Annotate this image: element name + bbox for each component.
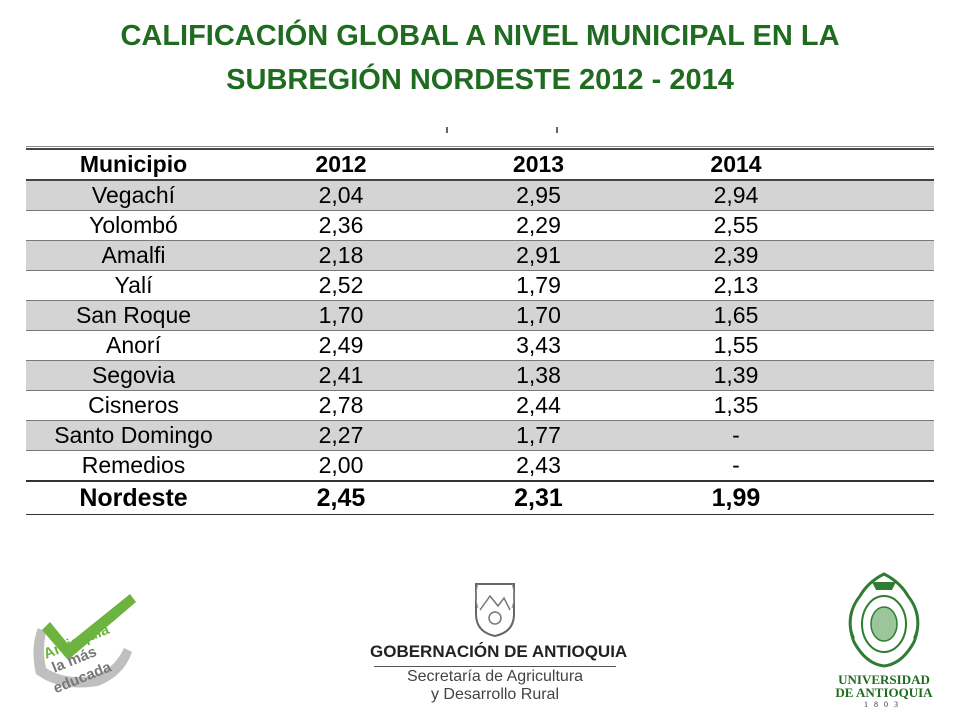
title-line-2: SUBREGIÓN NORDESTE 2012 - 2014 [226,64,734,96]
header-2012: 2012 [241,148,441,181]
municipio-cell: Anorí [26,330,241,361]
empty-cell [836,390,934,421]
table-top-rule [26,146,934,147]
gobernacion-name: GOBERNACIÓN DE ANTIOQUIA [370,642,628,661]
value-2012-cell: 2,45 [241,480,441,515]
secretaria-line-2: y Desarrollo Rural [430,686,560,703]
value-2013-cell: 2,95 [441,179,636,211]
antioquia-la-mas-educada-logo: Antioquia la más educada [20,588,150,698]
value-2014-cell: 1,55 [636,330,836,361]
cropped-mark [446,127,448,133]
coat-of-arms-icon [475,583,515,638]
value-2012-cell: 2,52 [241,270,441,301]
value-2014-cell: 1,39 [636,360,836,391]
gobernacion-divider [374,666,616,667]
table-row: Yalí 2,52 1,79 2,13 [26,270,934,301]
value-2012-cell: 2,36 [241,210,441,241]
header-municipio: Municipio [26,148,241,181]
municipio-cell: Yalí [26,270,241,301]
header-2013: 2013 [441,148,636,181]
value-2012-cell: 2,00 [241,450,441,481]
table-row: Yolombó 2,36 2,29 2,55 [26,210,934,241]
value-2014-cell: 2,39 [636,240,836,271]
municipio-cell: Segovia [26,360,241,391]
municipio-cell: Vegachí [26,179,241,211]
value-2013-cell: 1,70 [441,300,636,331]
value-2014-cell: 1,65 [636,300,836,331]
value-2013-cell: 1,77 [441,420,636,451]
university-founding-year: 1803 [864,700,904,709]
table-row: Amalfi 2,18 2,91 2,39 [26,240,934,271]
university-seal-icon [848,572,920,668]
secretaria-line-1: Secretaría de Agricultura [406,668,584,685]
value-2012-cell: 2,04 [241,179,441,211]
municipio-cell: Remedios [26,450,241,481]
value-2013-cell: 3,43 [441,330,636,361]
title-line-1: CALIFICACIÓN GLOBAL A NIVEL MUNICIPAL EN… [120,20,840,52]
table-row: San Roque 1,70 1,70 1,65 [26,300,934,331]
municipio-cell: Yolombó [26,210,241,241]
value-2014-cell: 1,99 [636,480,836,515]
municipio-cell: Santo Domingo [26,420,241,451]
empty-cell [836,360,934,391]
header-2014: 2014 [636,148,836,181]
slide-title: CALIFICACIÓN GLOBAL A NIVEL MUNICIPAL EN… [0,14,960,102]
table-total-row: Nordeste 2,45 2,31 1,99 [26,480,934,515]
value-2013-cell: 2,91 [441,240,636,271]
empty-cell [836,420,934,451]
value-2013-cell: 2,43 [441,450,636,481]
table-row: Anorí 2,49 3,43 1,55 [26,330,934,361]
empty-cell [836,210,934,241]
value-2012-cell: 2,18 [241,240,441,271]
table-row: Cisneros 2,78 2,44 1,35 [26,390,934,421]
empty-cell [836,480,934,515]
municipio-cell: San Roque [26,300,241,331]
table-row: Vegachí 2,04 2,95 2,94 [26,179,934,211]
cropped-mark [556,127,558,133]
empty-cell [836,330,934,361]
empty-cell [836,179,934,211]
table-header-row: Municipio 2012 2013 2014 [26,148,934,181]
municipio-cell: Amalfi [26,240,241,271]
universidad-antioquia-logo: UNIVERSIDAD DE ANTIOQUIA 1803 [828,572,940,712]
value-2014-cell: 2,55 [636,210,836,241]
value-2012-cell: 1,70 [241,300,441,331]
value-2013-cell: 2,31 [441,480,636,515]
value-2013-cell: 2,44 [441,390,636,421]
value-2012-cell: 2,49 [241,330,441,361]
ratings-table: Municipio 2012 2013 2014 Vegachí 2,04 2,95… [26,148,934,515]
check-badge-icon: Antioquia la más educada [33,594,136,697]
value-2012-cell: 2,41 [241,360,441,391]
empty-cell [836,270,934,301]
empty-cell [836,300,934,331]
header-empty [836,148,934,181]
value-2013-cell: 2,29 [441,210,636,241]
value-2014-cell: - [636,420,836,451]
table-row: Santo Domingo 2,27 1,77- [26,420,934,451]
value-2013-cell: 1,79 [441,270,636,301]
value-2014-cell: - [636,450,836,481]
value-2013-cell: 1,38 [441,360,636,391]
empty-cell [836,450,934,481]
value-2012-cell: 2,78 [241,390,441,421]
value-2014-cell: 1,35 [636,390,836,421]
value-2012-cell: 2,27 [241,420,441,451]
table-row: Segovia 2,41 1,38 1,39 [26,360,934,391]
table-row: Remedios 2,00 2,43- [26,450,934,481]
municipio-cell: Cisneros [26,390,241,421]
gobernacion-antioquia-logo: GOBERNACIÓN DE ANTIOQUIA Secretaría de A… [370,580,628,705]
empty-cell [836,240,934,271]
value-2014-cell: 2,13 [636,270,836,301]
municipio-cell: Nordeste [26,480,241,515]
value-2014-cell: 2,94 [636,179,836,211]
university-name-line-2: DE ANTIOQUIA [835,685,933,700]
university-name-line-1: UNIVERSIDAD [838,672,930,687]
